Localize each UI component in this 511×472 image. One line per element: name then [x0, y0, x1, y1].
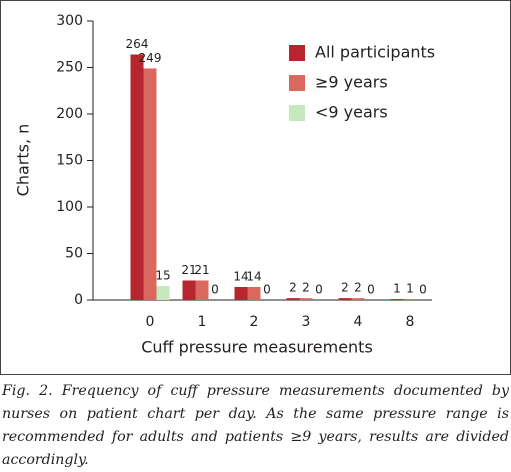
value-label: 0: [315, 283, 323, 297]
x-tick-label: 0: [146, 314, 155, 330]
y-tick-label: 100: [56, 199, 83, 215]
bar: [390, 299, 404, 300]
value-label: 0: [211, 283, 219, 297]
legend-swatch: [289, 105, 305, 121]
x-tick-label: 4: [354, 314, 363, 330]
value-label: 249: [139, 51, 162, 65]
chart: Cuff pressure measurements Charts, n 0 50…: [14, 13, 436, 357]
x-axis-label: Cuff pressure measurements: [141, 338, 373, 357]
value-label: 0: [263, 283, 271, 297]
value-label: 21: [194, 263, 209, 277]
value-label: 14: [246, 269, 261, 283]
value-label: 15: [155, 269, 170, 283]
figure-caption: Fig. 2. Frequency of cuff pressure measu…: [2, 383, 509, 468]
legend-swatch: [289, 45, 305, 61]
bar: [195, 280, 209, 300]
bar: [351, 298, 365, 300]
x-tick-label: 1: [198, 314, 207, 330]
x-tick-label: 3: [302, 314, 311, 330]
y-axis-label: Charts, n: [14, 124, 33, 197]
legend-label: All participants: [315, 43, 435, 62]
bar: [182, 280, 196, 300]
bar: [286, 298, 300, 300]
bar: [130, 54, 144, 301]
value-label: 0: [419, 283, 427, 297]
bar: [403, 299, 417, 300]
legend-label: ≥9 years: [315, 73, 388, 92]
y-tick-label: 0: [74, 292, 83, 308]
value-label: 21: [181, 263, 196, 277]
bar: [338, 298, 352, 300]
value-label: 2: [341, 281, 349, 295]
value-label: 2: [289, 281, 297, 295]
value-label: 0: [367, 283, 375, 297]
x-tick-label: 2: [250, 314, 259, 330]
y-tick-label: 150: [56, 153, 83, 169]
bar: [234, 286, 248, 300]
legend-label: <9 years: [315, 103, 388, 122]
bar: [247, 286, 261, 300]
y-tick-label: 200: [56, 106, 83, 122]
value-label: 264: [126, 37, 149, 51]
bar: [299, 298, 313, 300]
bar: [156, 286, 170, 300]
bar: [143, 68, 157, 301]
y-tick-label: 250: [56, 60, 83, 76]
value-label: 2: [302, 281, 310, 295]
value-label: 1: [393, 282, 401, 296]
y-tick-label: 300: [56, 13, 83, 29]
legend-swatch: [289, 75, 305, 91]
value-label: 2: [354, 281, 362, 295]
value-label: 14: [233, 269, 248, 283]
x-tick-label: 8: [406, 314, 415, 330]
value-label: 1: [406, 282, 414, 296]
y-tick-label: 50: [65, 246, 83, 262]
